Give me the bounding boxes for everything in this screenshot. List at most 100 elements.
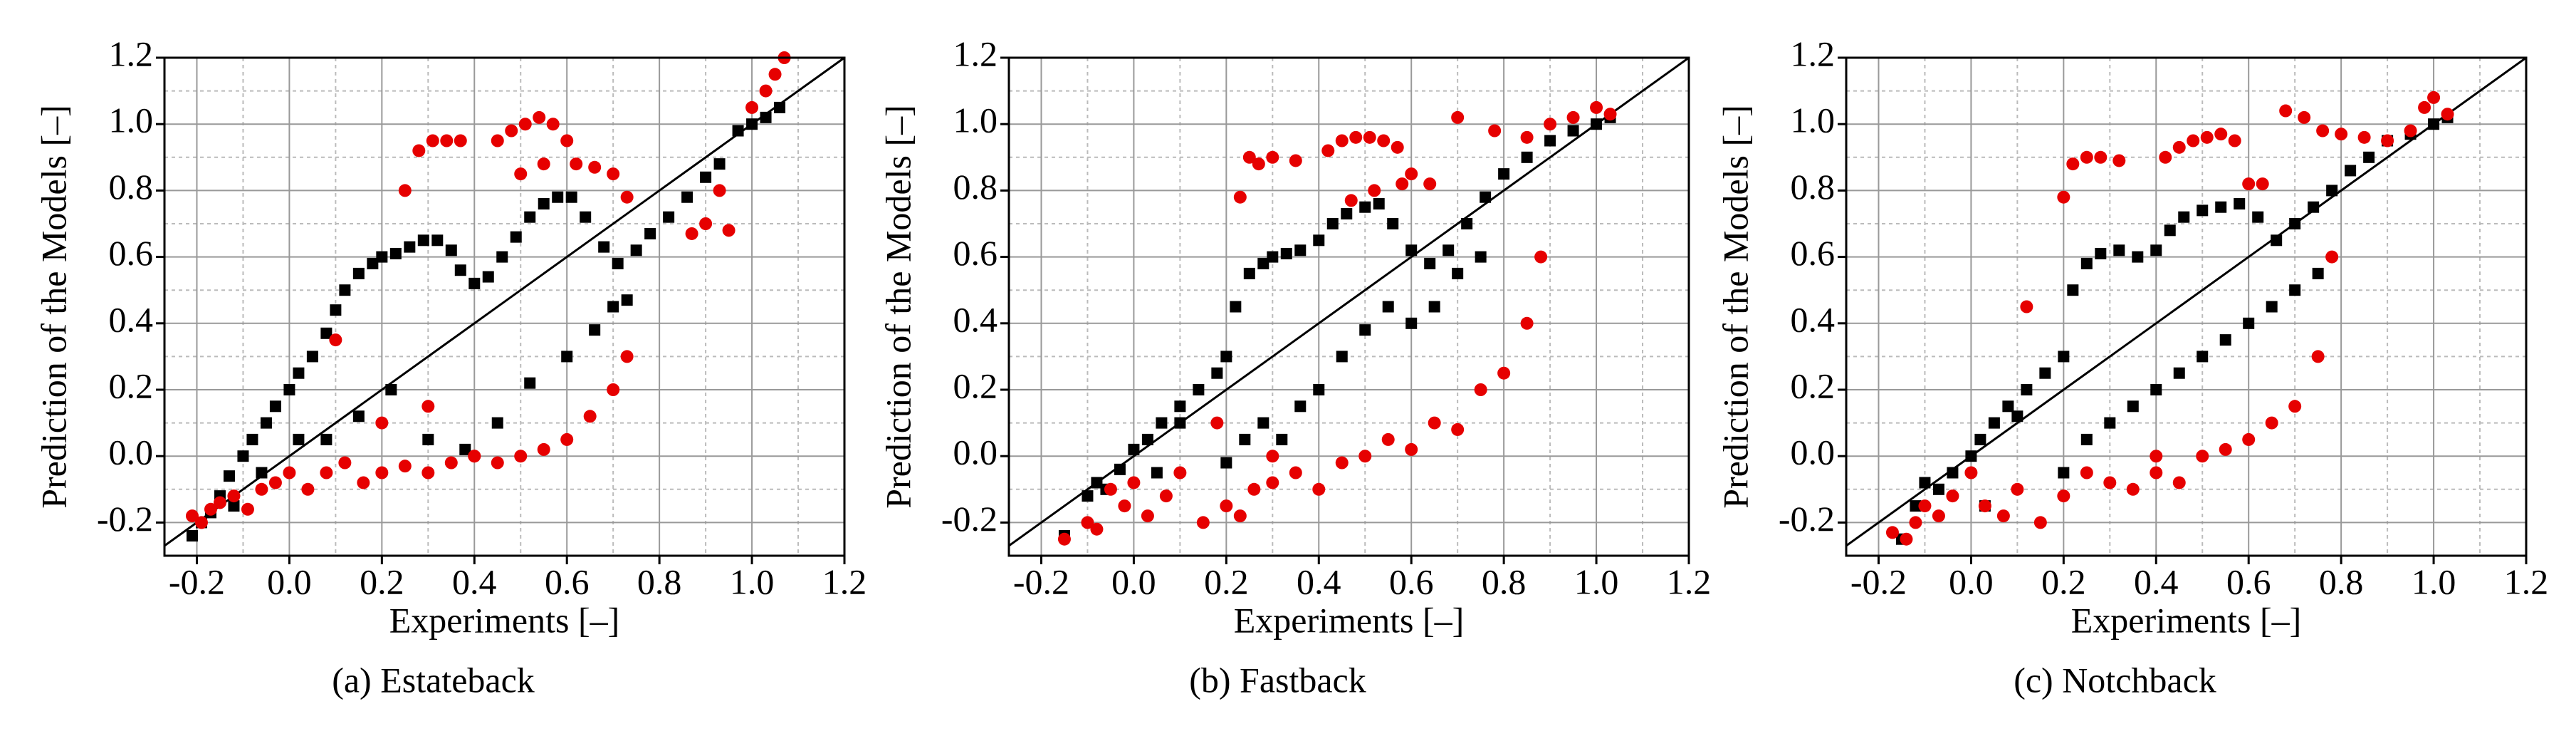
point [2197,204,2209,217]
point [1174,400,1186,413]
point [1451,422,1465,436]
point [2020,300,2033,313]
point [2057,190,2070,204]
point [2242,177,2256,191]
point [699,217,713,230]
point [422,466,435,479]
y-tick-label: -0.2 [97,499,153,539]
point [2428,118,2440,130]
point [1974,433,1986,445]
point [552,191,564,203]
point [1220,499,1233,513]
x-tick-label: 1.2 [822,561,867,601]
point [482,271,494,283]
point [256,467,268,479]
caption: (c) Notchback [2014,660,2216,700]
point [1387,218,1399,229]
point [1405,442,1418,456]
x-tick-label: 0.8 [1482,561,1527,601]
point [1233,190,1247,204]
point [1313,234,1325,247]
point [620,350,634,363]
y-tick-label: 0.4 [953,299,998,339]
point [417,234,429,247]
point [1919,477,1931,489]
x-tick-label: 1.0 [1574,561,1619,601]
point [1104,482,1117,496]
x-tick-label: 1.0 [2412,561,2456,601]
point [732,125,744,137]
x-tick-label: 0.0 [1949,561,1994,601]
point [713,184,726,197]
x-tick-label: 0.6 [2226,561,2271,601]
point [514,450,528,463]
identity-line [1009,58,1689,547]
point [338,456,352,470]
y-tick-label: 0.0 [953,432,998,472]
point [746,118,758,130]
point [2289,218,2301,229]
point [1368,184,1381,197]
point [255,482,268,496]
point [1239,433,1251,445]
point [2066,157,2080,171]
y-tick-label: 0.0 [1791,432,1836,472]
point [301,482,315,496]
point [320,433,333,445]
point [1359,324,1371,336]
point [1266,150,1279,164]
point [293,433,305,445]
point [722,224,735,237]
point [663,211,675,223]
x-axis-label: Experiments [–] [1234,600,1465,640]
point [2159,150,2172,164]
point [2326,185,2338,197]
x-tick-label: 0.2 [360,561,404,601]
point [1257,417,1269,429]
point [524,211,536,223]
point [2080,257,2093,269]
point [510,231,522,243]
point [1498,168,1510,180]
point [1566,110,1580,124]
point [1428,416,1441,430]
x-tick-label: -0.2 [169,561,225,601]
point [2228,134,2241,147]
point [1544,135,1556,147]
y-tick-label: 1.0 [109,100,154,140]
point [2058,351,2070,363]
point [1247,482,1261,496]
point [293,367,305,379]
x-tick-label: -0.2 [1850,561,1907,601]
point [2057,489,2070,503]
point [2418,100,2431,114]
x-tick-label: 0.4 [1297,561,1341,601]
point [2312,267,2324,279]
point [1534,250,1548,264]
point [1405,317,1418,329]
panel: -0.2 0.0 0.2 0.4 0.6 0.8 1.0 1.2 -0.2 0.0 0.2 0.4 0.… [33,33,866,700]
point [1159,489,1173,503]
point [630,244,642,256]
point [745,100,759,114]
point [1344,194,1358,207]
x-tick-label: 1.2 [1667,561,1712,601]
x-tick-label: 0.4 [452,561,497,601]
point [330,304,342,316]
x-tick-label: 0.8 [2319,561,2364,601]
x-tick-label: 1.2 [2504,561,2549,601]
x-tick-label: 0.0 [1111,561,1156,601]
point [468,277,481,289]
point [204,502,217,516]
point [376,251,388,263]
point [2150,384,2162,395]
point [1918,499,1932,513]
point [565,191,577,203]
point [398,460,412,473]
caption: (a) Estateback [332,660,535,700]
point [339,284,351,296]
point [2103,476,2117,489]
point [2112,154,2126,167]
point [2325,250,2339,264]
point [1312,482,1326,496]
